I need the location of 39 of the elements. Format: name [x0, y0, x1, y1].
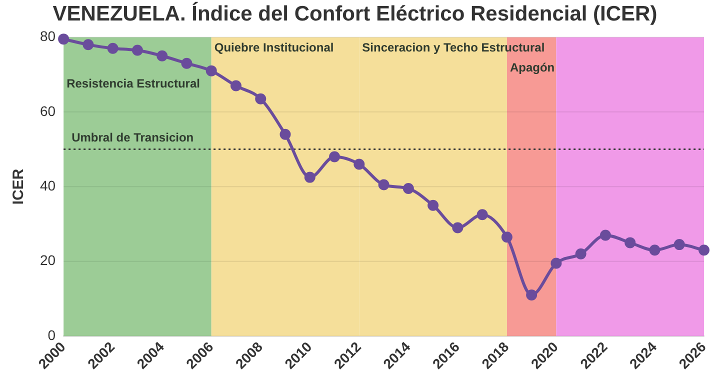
point: [58, 34, 70, 45]
point: [107, 42, 118, 54]
point: [476, 209, 488, 220]
band-label: Sinceracion y Techo Estructural: [362, 40, 545, 55]
point: [402, 183, 414, 194]
y-tick-label: 0: [48, 326, 56, 343]
point: [501, 232, 512, 243]
chart-title: VENEZUELA. Índice del Confort Eléctrico Residencial (ICER): [52, 1, 658, 26]
point: [575, 248, 586, 260]
point: [230, 80, 242, 92]
y-tick-label: 40: [40, 178, 56, 194]
point: [304, 172, 316, 183]
point: [550, 258, 562, 269]
band-label: Apagón: [510, 60, 555, 75]
point: [156, 50, 168, 62]
point: [354, 158, 365, 170]
point: [600, 230, 611, 241]
y-tick-label: 60: [40, 102, 56, 119]
point: [132, 44, 143, 56]
band-label: Resistencia Estructural: [66, 76, 200, 91]
point: [206, 65, 217, 76]
point: [452, 222, 464, 234]
y-axis-title: ICER: [10, 168, 28, 205]
ref-line-label: Umbral de Transicion: [72, 130, 194, 145]
point: [280, 128, 291, 140]
y-tick-label: 20: [40, 252, 56, 268]
point: [378, 179, 390, 190]
point: [526, 290, 538, 300]
point: [82, 39, 94, 50]
band-label: Quiebre Institucional: [214, 40, 334, 55]
point: [428, 200, 439, 211]
point: [698, 244, 710, 256]
point: [255, 93, 266, 104]
point: [649, 244, 660, 256]
point: [624, 237, 636, 248]
point: [329, 151, 340, 162]
point: [181, 58, 192, 69]
point: [674, 239, 685, 250]
y-tick-label: 80: [40, 28, 56, 44]
